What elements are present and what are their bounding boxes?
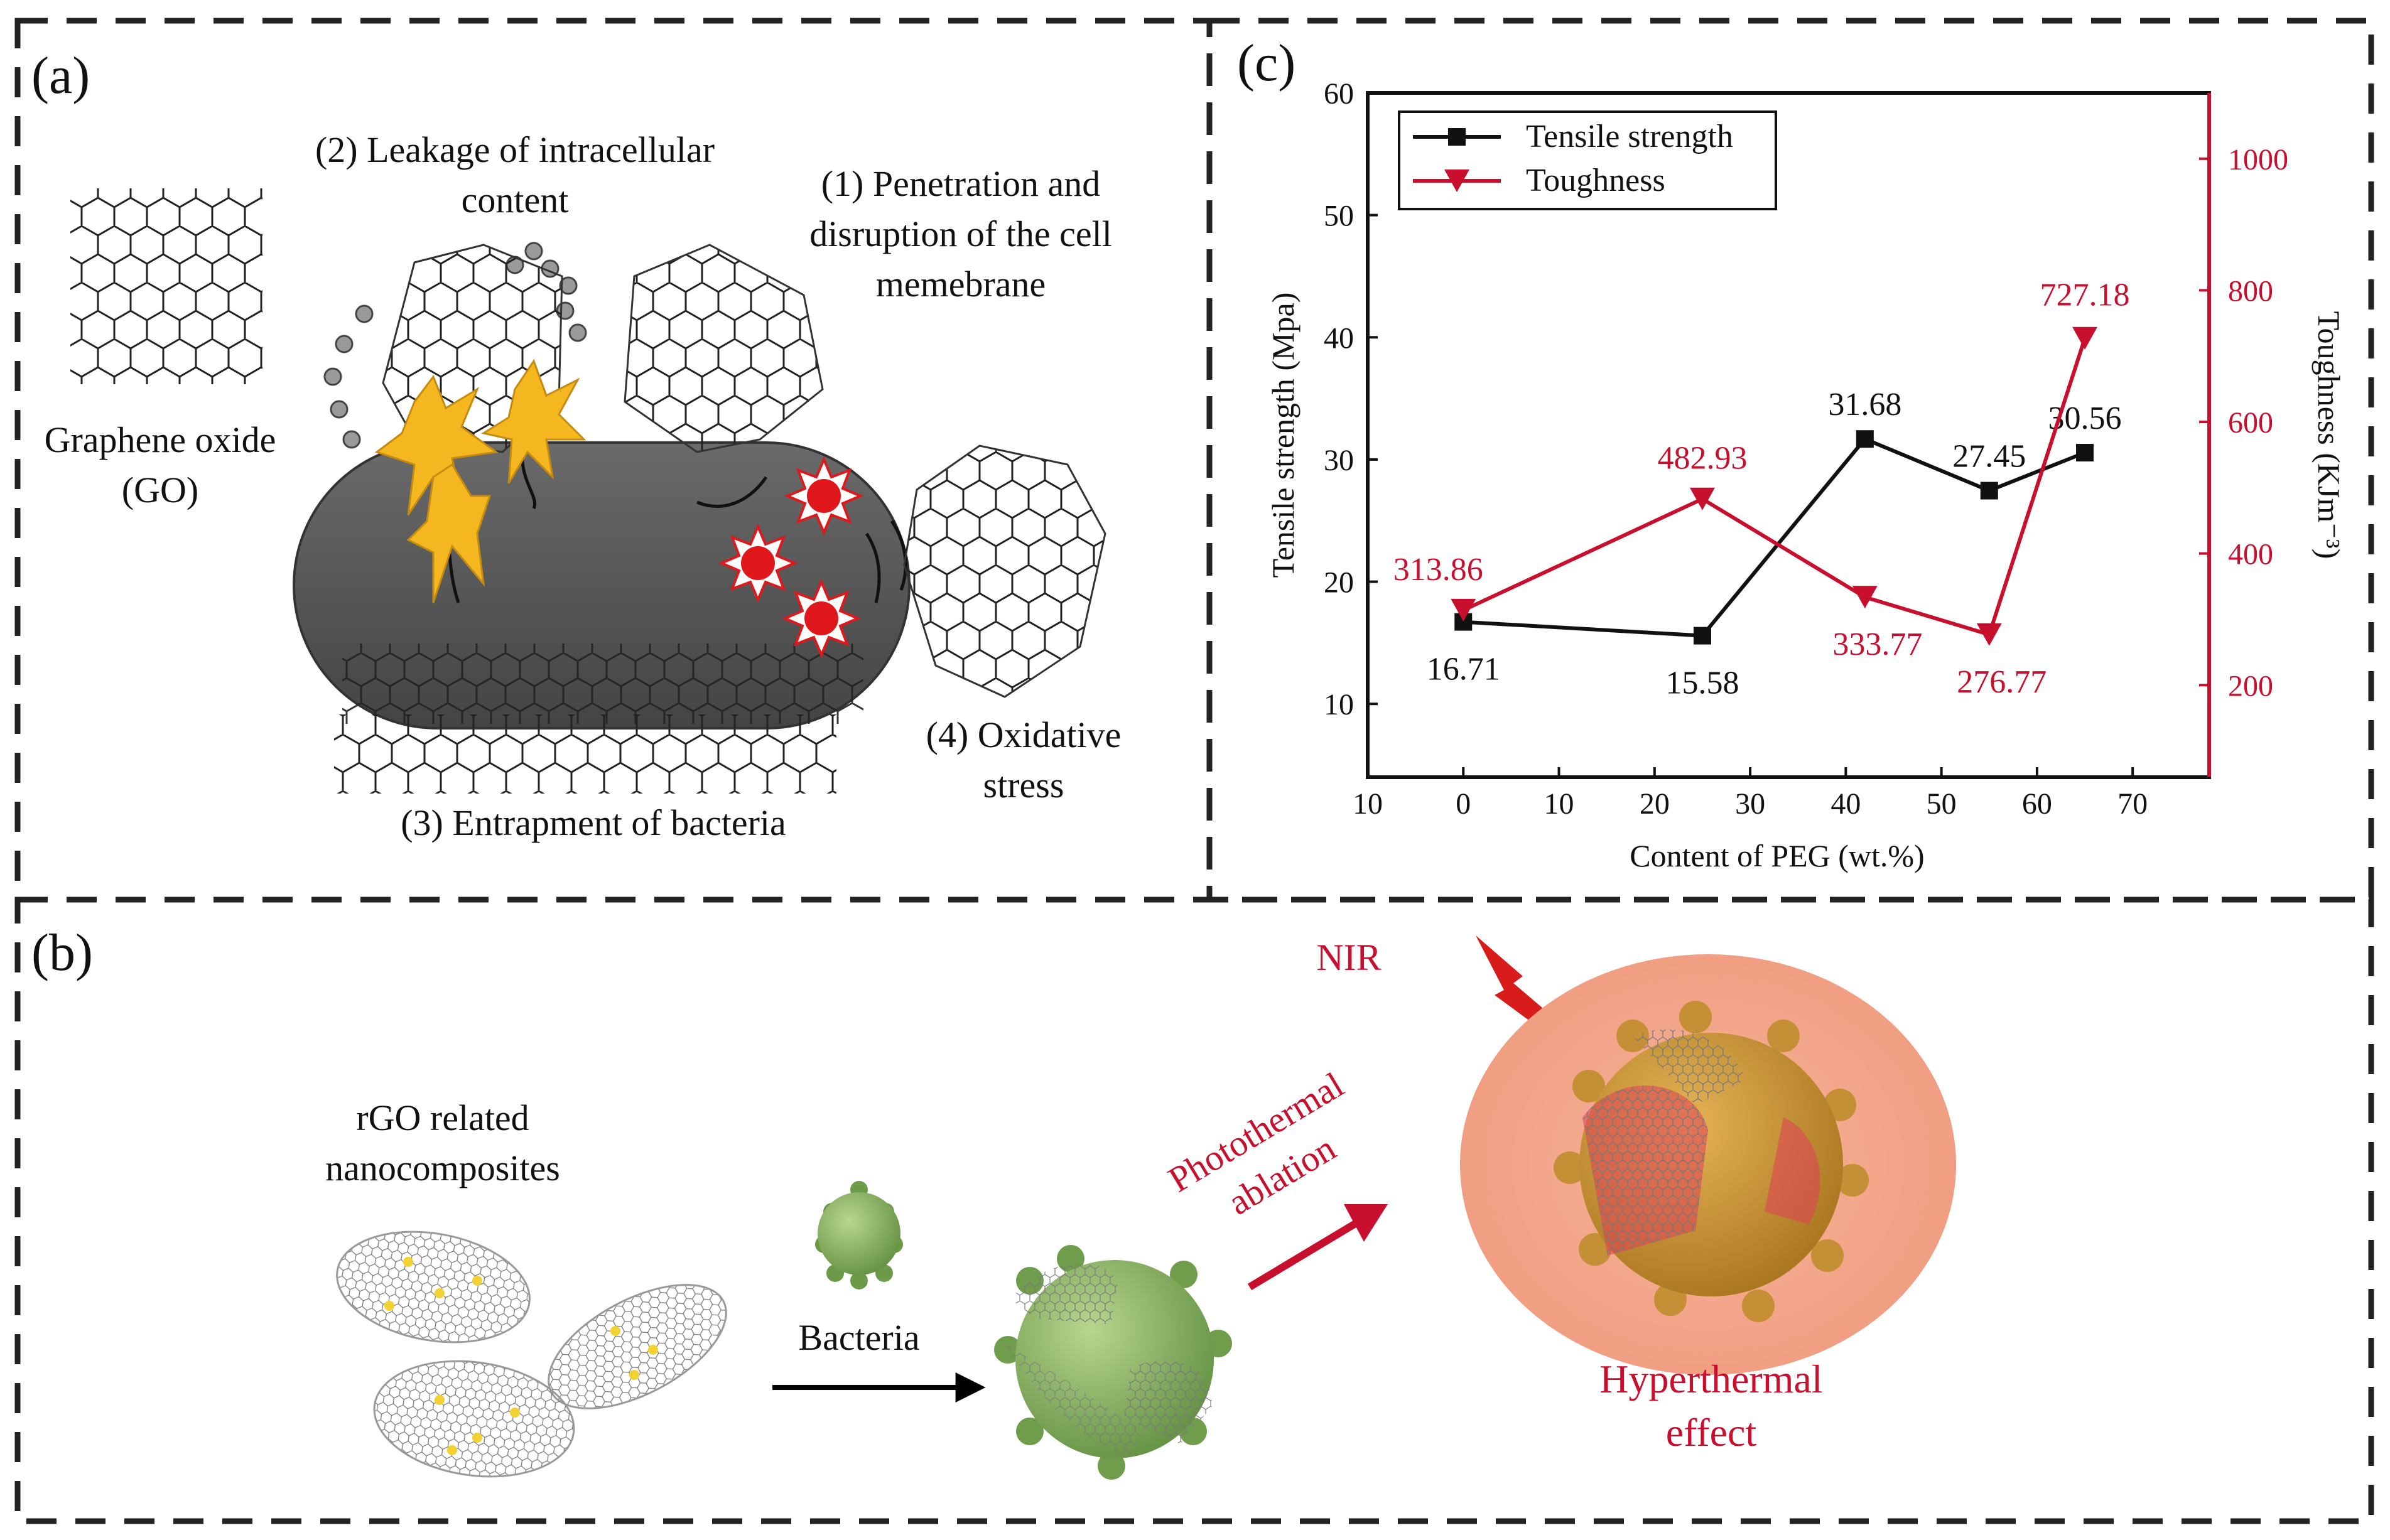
y-right-tick-label: 1000 xyxy=(2228,143,2288,176)
tensile-data-label: 15.58 xyxy=(1665,665,1739,701)
penetrating-sheet-right xyxy=(624,244,824,453)
mech1-line1: (1) Penetration and xyxy=(821,163,1101,204)
legend-tensile: Tensile strength xyxy=(1526,119,1733,154)
toughness-marker xyxy=(1451,598,1476,622)
chart: 10 0 10 20 30 40 50 60 70 10 20 30 40 50 60 200 400 600… xyxy=(1265,77,2347,873)
tensile-marker xyxy=(1980,482,1998,500)
y-left-tick-label: 40 xyxy=(1324,321,1354,355)
photothermal-arrow xyxy=(1247,1204,1388,1291)
y-left-tick-label: 50 xyxy=(1324,200,1354,233)
x-tick-label: 10 xyxy=(1544,787,1574,821)
hyper-line2: effect xyxy=(1666,1410,1757,1455)
legend-box xyxy=(1398,110,1777,210)
toughness-data-label: 727.18 xyxy=(2040,277,2130,313)
toughness-data-label: 333.77 xyxy=(1832,627,1922,662)
series-lines: 16.71 15.5831.6827.4530.56313.86482.93333… xyxy=(1393,277,2130,701)
frame-b xyxy=(14,897,2374,1524)
tensile-data-label: 31.68 xyxy=(1828,387,1901,423)
tensile-marker xyxy=(1856,430,1874,448)
hyper-line1: Hyperthermal xyxy=(1599,1357,1822,1401)
reactive-oxygen-species xyxy=(718,456,864,659)
toughness-marker xyxy=(1976,623,2002,646)
nir-label: NIR xyxy=(1316,937,1381,978)
bacteria-icon xyxy=(815,1181,903,1290)
toughness-marker xyxy=(2072,326,2098,350)
rgo-flake-1 xyxy=(336,1230,531,1343)
toughness-marker xyxy=(1852,586,1878,609)
mech1-line2: disruption of the cell xyxy=(809,213,1112,254)
x-tick-label: 70 xyxy=(2117,787,2148,821)
x-axis-ticks: 10 0 10 20 30 40 50 60 70 xyxy=(1353,767,2148,821)
tensile-data-label: 16.71 xyxy=(1427,652,1500,687)
nir-lightning-icon xyxy=(1476,935,1601,1070)
entrapping-sheet-outer xyxy=(334,714,836,794)
mech3-label: (3) Entrapment of bacteria xyxy=(401,802,786,843)
x-tick-label: 30 xyxy=(1735,787,1765,821)
panel-b: (b) rGO related nanocomposites Bacte xyxy=(31,923,1956,1480)
ros-star-1 xyxy=(784,456,864,536)
ros-star-2 xyxy=(718,523,798,603)
mech4-line2: stress xyxy=(983,765,1064,805)
x-axis-label: Content of PEG (wt.%) xyxy=(1630,838,1924,873)
panel-frames xyxy=(14,18,2374,1524)
mech2-line2: content xyxy=(462,180,569,220)
x-tick-label: 0 xyxy=(1456,787,1471,821)
rgo-label-line1: rGO related xyxy=(356,1097,529,1138)
x-tick-label: 20 xyxy=(1640,787,1670,821)
frame-c xyxy=(1206,18,2374,903)
heated-bacterium xyxy=(1460,954,1956,1375)
x-tick-label: 40 xyxy=(1830,787,1861,821)
panel-c: (c) 10 0 10 20 30 40 50 60 70 10 20 30 40 50 60 200 40… xyxy=(1237,34,2347,873)
y-left-axis-label: Tensile strength (Mpa) xyxy=(1265,293,1300,578)
oxidative-stress-sheet xyxy=(903,444,1106,698)
panel-a: (a) Graphene oxide (GO) (2) Leakage of i… xyxy=(31,46,1121,843)
y-left-tick-label: 10 xyxy=(1324,688,1354,721)
y-right-tick-label: 600 xyxy=(2228,406,2273,439)
y-left-tick-label: 20 xyxy=(1324,566,1354,600)
ros-star-3 xyxy=(781,578,862,659)
tensile-marker xyxy=(2076,444,2094,462)
bacteria-label: Bacteria xyxy=(798,1317,919,1358)
y-right-tick-label: 200 xyxy=(2228,669,2273,703)
go-sheet xyxy=(70,188,262,384)
mech4-line1: (4) Oxidative xyxy=(926,714,1122,755)
membrane-disruption-sparks xyxy=(374,358,587,603)
y-left-ticks: 10 20 30 40 50 60 xyxy=(1324,77,1378,721)
y-right-tick-label: 400 xyxy=(2228,538,2273,571)
toughness-marker xyxy=(1689,487,1715,510)
panel-b-label: (b) xyxy=(31,923,93,982)
rgo-wrapped-bacterium xyxy=(994,1245,1232,1480)
y-left-tick-label: 30 xyxy=(1324,444,1354,477)
entrapping-sheet-inner xyxy=(342,643,863,724)
toughness-data-label: 482.93 xyxy=(1657,441,1747,477)
rgo-label-line2: nanocomposites xyxy=(325,1148,560,1188)
x-tick-label: 60 xyxy=(2022,787,2052,821)
toughness-data-label: 276.77 xyxy=(1957,664,2047,700)
y-left-tick-label: 60 xyxy=(1324,77,1354,110)
toughness-data-label: 313.86 xyxy=(1393,552,1483,588)
tensile-marker xyxy=(1693,627,1711,645)
x-tick-label: 10 xyxy=(1353,787,1383,821)
rgo-flakes xyxy=(336,1230,727,1478)
tensile-data-label: 27.45 xyxy=(1952,439,2026,475)
rgo-flake-3 xyxy=(373,1360,575,1478)
panel-c-label: (c) xyxy=(1237,34,1295,92)
x-tick-label: 50 xyxy=(1927,787,1957,821)
go-label-line1: Graphene oxide xyxy=(45,419,276,460)
y-right-ticks: 200 400 600 800 1000 xyxy=(2199,143,2288,703)
panel-a-label: (a) xyxy=(31,46,90,105)
y-right-axis-label: Toughness (KJm⁻³) xyxy=(2312,311,2347,559)
mech2-line1: (2) Leakage of intracellular xyxy=(315,129,715,170)
legend: Tensile strength Toughness xyxy=(1398,110,1777,210)
go-label-line2: (GO) xyxy=(122,470,198,510)
y-right-tick-label: 800 xyxy=(2228,274,2273,308)
mech1-line3: memebrane xyxy=(876,264,1046,304)
legend-toughness: Toughness xyxy=(1526,163,1665,198)
